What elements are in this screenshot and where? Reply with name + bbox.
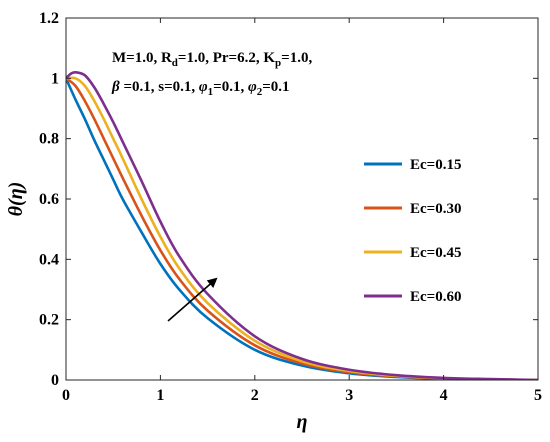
parameter-annotation-line-2: β =0.1, s=0.1, φ1=0.1, φ2=0.1	[111, 79, 290, 98]
x-tick-label: 4	[440, 387, 448, 404]
legend-label-4: Ec=0.60	[410, 289, 461, 305]
y-tick-label: 1	[51, 70, 59, 87]
legend-label-1: Ec=0.15	[410, 157, 461, 173]
legend: Ec=0.15 Ec=0.30 Ec=0.45 Ec=0.60	[364, 157, 461, 305]
x-tick-label: 0	[62, 387, 70, 404]
y-tick-label: 0.6	[39, 191, 59, 208]
x-tick-label: 3	[345, 387, 353, 404]
y-axis-label: θ(η)	[5, 182, 27, 217]
legend-label-3: Ec=0.45	[410, 245, 461, 261]
y-tick-label: 0	[51, 372, 59, 389]
x-tick-label: 5	[534, 387, 542, 404]
x-axis-label: η	[297, 411, 308, 433]
series-layer	[66, 70, 538, 380]
series-line-4	[66, 70, 538, 380]
plot-area	[66, 18, 538, 380]
x-tick-label: 2	[251, 387, 259, 404]
legend-label-2: Ec=0.30	[410, 201, 461, 217]
parameter-annotation-line-1: M=1.0, Rd=1.0, Pr=6.2, Kp=1.0,	[112, 50, 312, 69]
y-tick-label: 0.8	[39, 131, 59, 148]
trend-arrow	[167, 277, 218, 322]
x-tick-label: 1	[156, 387, 164, 404]
y-tick-label: 0.4	[39, 251, 59, 268]
y-tick-label: 0.2	[39, 312, 59, 329]
ticks-layer: 0 1 2 3 4 5 0 0.2 0.4 0.6 0.8 1 1.2	[39, 10, 542, 404]
y-tick-label: 1.2	[39, 10, 59, 27]
